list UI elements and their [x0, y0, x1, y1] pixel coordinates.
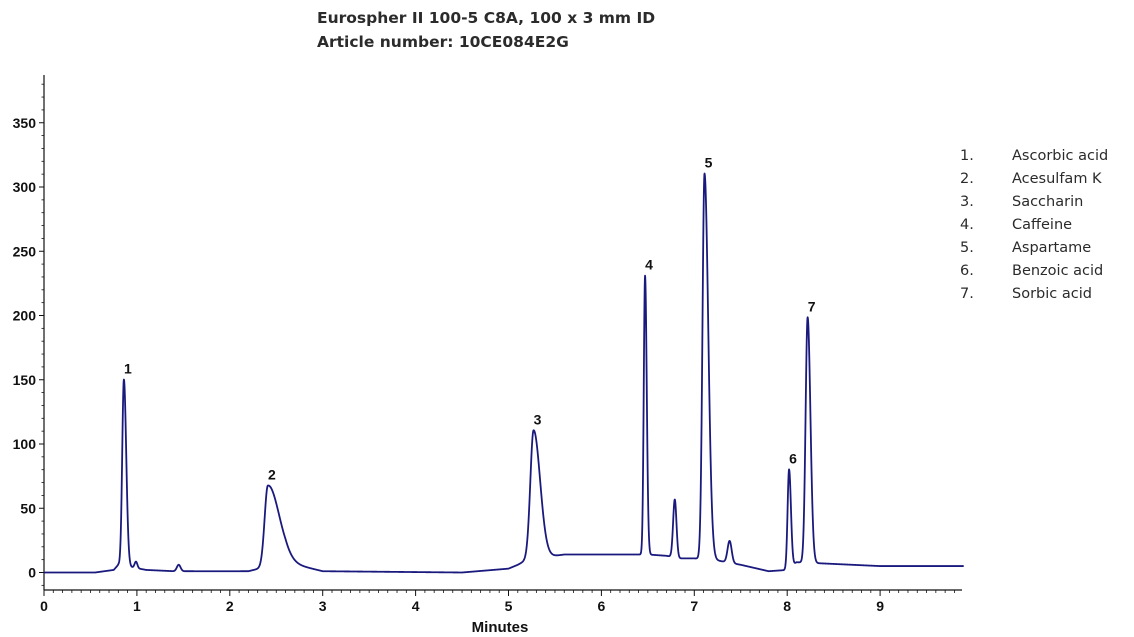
x-tick-label: 5 — [505, 598, 513, 614]
legend-item: 4. Caffeine — [960, 214, 1108, 237]
legend-number: 3. — [960, 194, 974, 210]
x-axis-title: Minutes — [472, 619, 529, 636]
peak-legend: 1. Ascorbic acid 2. Acesulfam K 3. Saccharin 4… — [960, 145, 1108, 306]
y-tick-label: 250 — [13, 243, 37, 259]
legend-item: 2. Acesulfam K — [960, 168, 1108, 191]
y-tick-label: 100 — [13, 436, 37, 452]
y-tick-label: 300 — [13, 179, 37, 195]
x-tick-label: 0 — [40, 598, 48, 614]
x-tick-label: 9 — [876, 598, 884, 614]
legend-label: Acesulfam K — [1012, 171, 1102, 187]
x-tick-label: 4 — [412, 598, 420, 614]
trace-layer — [43, 172, 965, 574]
legend-item: 7. Sorbic acid — [960, 283, 1108, 306]
legend-number: 1. — [960, 148, 974, 164]
x-tick-label: 6 — [598, 598, 606, 614]
x-tick-label: 3 — [319, 598, 327, 614]
peak-label: 3 — [534, 411, 542, 427]
peak-labels: 1 2 3 4 5 6 7 — [124, 155, 816, 483]
x-tick-label: 8 — [783, 598, 791, 614]
x-tick-label: 1 — [133, 598, 141, 614]
axis-ticks: 0 50 100 150 200 250 300 350 0 1 2 3 4 5 6 7 8 9 — [13, 83, 955, 614]
chromatogram-trace — [43, 172, 965, 574]
legend-label: Sorbic acid — [1012, 286, 1092, 302]
legend-number: 6. — [960, 263, 974, 279]
legend-item: 3. Saccharin — [960, 191, 1108, 214]
legend-item: 6. Benzoic acid — [960, 260, 1108, 283]
chart-subtitle: Article number: 10CE084E2G — [317, 33, 569, 51]
legend-item: 1. Ascorbic acid — [960, 145, 1108, 168]
legend-item: 5. Aspartame — [960, 237, 1108, 260]
legend-number: 7. — [960, 286, 974, 302]
legend-label: Saccharin — [1012, 194, 1084, 210]
legend-label: Caffeine — [1012, 217, 1073, 233]
legend-label: Aspartame — [1012, 240, 1092, 256]
axes — [43, 75, 962, 591]
legend-number: 5. — [960, 240, 974, 256]
legend-number: 4. — [960, 217, 974, 233]
y-tick-label: 350 — [13, 115, 37, 131]
chart-title-block: Eurospher II 100-5 C8A, 100 x 3 mm ID Ar… — [317, 6, 655, 54]
y-tick-label: 200 — [13, 308, 37, 324]
chart-title: Eurospher II 100-5 C8A, 100 x 3 mm ID — [317, 9, 656, 27]
peak-label: 5 — [705, 155, 713, 171]
legend-label: Benzoic acid — [1012, 263, 1104, 279]
legend-number: 2. — [960, 171, 974, 187]
peak-label: 4 — [645, 257, 653, 273]
peak-label: 2 — [268, 467, 276, 483]
x-tick-label: 2 — [226, 598, 234, 614]
y-tick-label: 0 — [28, 565, 36, 581]
peak-label: 7 — [808, 298, 816, 314]
peak-label: 1 — [124, 360, 132, 376]
x-tick-label: 7 — [690, 598, 698, 614]
y-tick-label: 150 — [13, 372, 37, 388]
y-tick-label: 50 — [20, 500, 36, 516]
peak-label: 6 — [789, 450, 797, 466]
legend-label: Ascorbic acid — [1012, 148, 1109, 164]
